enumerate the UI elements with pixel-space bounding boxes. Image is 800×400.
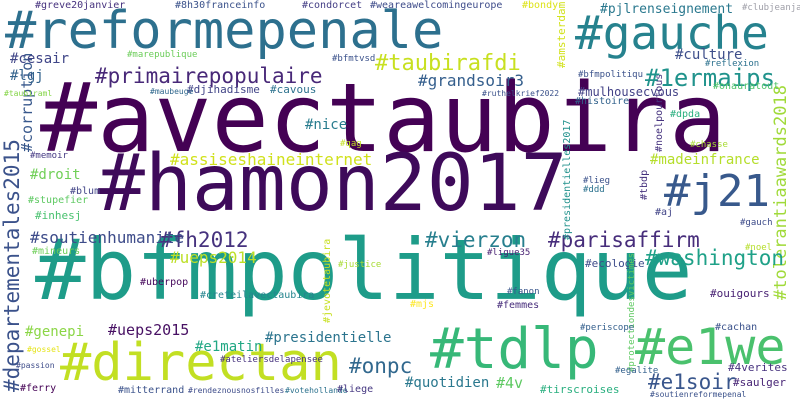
word-fh2012: #fh2012 (160, 228, 249, 252)
word-cesair: #cesair (10, 51, 70, 67)
word-liege: #liege (337, 384, 374, 395)
word-departementales2015: #departementales2015 (0, 139, 24, 392)
word-clubjeanjaure: #clubjeanjaure (742, 3, 800, 13)
word-noel: #noel (745, 243, 773, 253)
word-genepi: #genepi (25, 324, 85, 340)
word-ouigours: #ouigours (710, 287, 770, 300)
word-soutienhumanite: #soutienhumanite (30, 228, 185, 247)
word-gauche: #gauche (575, 6, 769, 60)
word-reformepenale: #reformepenale (5, 1, 444, 61)
word-djihadisme: #djihadisme (187, 83, 260, 96)
word-femmes: #femmes (497, 300, 540, 311)
word-egalite: #egalite (615, 366, 659, 376)
word-tirscroises: #tirscroises (540, 383, 620, 396)
word-blum: #blum (70, 186, 101, 197)
word-grandsoir3: #grandsoir3 (418, 71, 524, 90)
word-amsterdam: #amsterdam (555, 1, 568, 68)
word-onpc: #onpc (349, 354, 413, 378)
word-mulhousecvous: #mulhousecvous (578, 85, 680, 99)
word-histoire: #histoire (575, 96, 630, 107)
word-chasse: #chasse (690, 140, 728, 150)
word-e1matin: #e1matin (195, 339, 263, 355)
word-reflexion: #reflexion (705, 59, 760, 69)
word-uberpop: #uberpop (140, 277, 189, 288)
word-e1soir: #e1soir (648, 370, 737, 394)
word-ateliersdelapensee: #ateliersdelapensee (220, 355, 323, 365)
word-e1we: #e1we (635, 318, 786, 376)
word-soutienreformepenal: #soutienreformepenal (650, 390, 747, 399)
word-ferry: #ferry (20, 383, 57, 394)
word-quotidien: #quotidien (405, 375, 490, 391)
word-droit: #droit (30, 167, 81, 183)
word-saulger: #saulger (733, 376, 786, 389)
word-lgj: #lgj (10, 68, 44, 84)
word-avectaubira: #avectaubira (40, 64, 727, 174)
word-inhesj: #inhesj (35, 209, 82, 222)
word-votehollande: #votehollande (285, 386, 348, 395)
word-ligue35: #ligue35 (487, 248, 531, 258)
word-8h30franceinfo: #8h30franceinfo (175, 0, 266, 11)
word-aj: #aj (655, 207, 674, 218)
word-bfmpolitiqu: #bfmpolitiqu (578, 70, 644, 80)
word-j21: #j21 (664, 166, 770, 217)
word-ruthelkrief2022: #ruthelkrief2022 (482, 89, 560, 98)
word-directan: #directan (60, 333, 342, 393)
word-marepublique: #marepublique (127, 50, 198, 60)
word-rendeznousnosfilles: #rendeznousnosfilles (188, 386, 285, 395)
word-jevotetaubira: #jevotetaubira (322, 238, 333, 323)
word-maubeuge: #maubeuge (150, 87, 194, 96)
word-bondy: #bondy (522, 0, 559, 11)
word-hamon2017: #hamon2017 (98, 139, 568, 229)
word-tbdp: #tbdp (639, 169, 650, 200)
word-gossel: #gossel (27, 345, 61, 354)
word-weareawelcomingeurope: #weareawelcomingeurope (370, 0, 503, 11)
word-4v: #4v (496, 374, 524, 392)
word-ddd: #ddd (583, 185, 605, 195)
word-protectiondesvictimes: #protectiondesvictimes (627, 252, 637, 372)
word-taubirafdi: #taubirafdi (375, 51, 521, 76)
word-onauratout: #onauratout (713, 81, 780, 92)
word-madeinfrance: #madeinfrance (650, 152, 760, 168)
word-condorcet: #condorcet (302, 0, 363, 11)
word-taubiraml: #taubiraml (4, 89, 53, 98)
word-mitterrand: #mitterrand (118, 385, 185, 396)
word-mineurs: #mineurs (32, 246, 81, 257)
word-fanon: #fanon (507, 287, 540, 297)
word-periscope: #periscope (580, 323, 635, 333)
word-tdlp: #tdlp (430, 317, 599, 382)
word-presidentielle: #presidentielle (265, 330, 392, 346)
word-greve20janvier: #greve20janvier (35, 0, 126, 11)
word-primairepopulaire: #primairepopulaire (95, 64, 323, 88)
word-qag: #qag (340, 139, 362, 149)
word-stupefier: #stupefier (28, 195, 89, 206)
word-cavous: #cavous (270, 83, 317, 96)
word-bfmtvsd: #bfmtvsd (332, 54, 376, 64)
word-justice: #justice (338, 260, 382, 270)
word-bfmpolitique: #bfmpolitique (35, 221, 693, 319)
word-dpda: #dpda (670, 109, 701, 120)
word-ueps2015: #ueps2015 (108, 321, 190, 339)
word-pjlrenseignement: #pjlrenseignement (600, 2, 734, 17)
word-assiseshaineinternet: #assiseshaineinternet (170, 150, 373, 169)
word-cachan: #cachan (715, 322, 758, 333)
word-memoir: #memoir (30, 151, 68, 161)
word-nice: #nice (305, 117, 348, 133)
word-creteilavectaubira: #creteilavectaubira (200, 290, 315, 301)
word-presidentielles2017: #presidentielles2017 (562, 119, 573, 240)
word-culture: #culture (675, 47, 743, 63)
word-passion: #passion (16, 361, 55, 370)
word-mjs: #mjs (410, 299, 435, 310)
word-vierzon: #vierzon (425, 228, 527, 252)
word-ecologie: #ecologie (585, 257, 645, 270)
word-lieg: #lieg (583, 176, 611, 186)
word-parisaffirm: #parisaffirm (548, 228, 700, 252)
word-washington: #washington (645, 246, 785, 270)
word-noelpourtous: #noelpourtous (654, 73, 665, 152)
word-1ermaips: #1ermaips (645, 64, 776, 92)
word-4verites: #4verites (728, 361, 788, 374)
word-ueps2014: #ueps2014 (170, 248, 257, 267)
word-gauch: #gauch (740, 218, 773, 228)
